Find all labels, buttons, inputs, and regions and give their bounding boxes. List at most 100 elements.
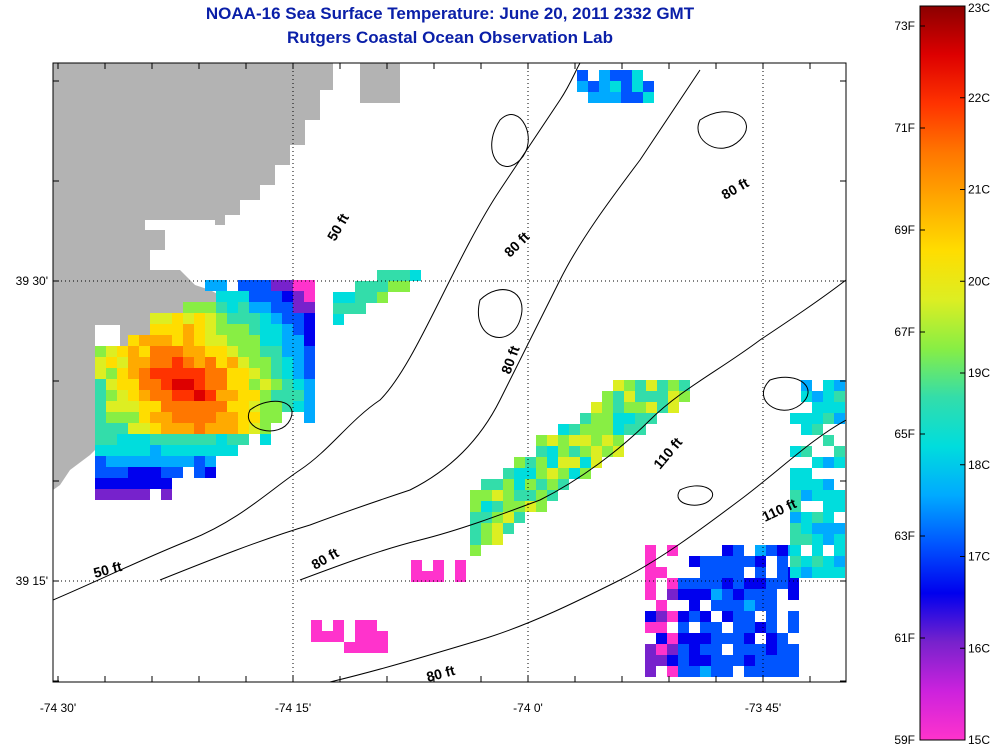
sst-pixel: [624, 424, 635, 435]
sst-pixel: [128, 335, 139, 346]
sst-pixel: [282, 368, 293, 379]
sst-pixel: [834, 501, 845, 512]
sst-pixel: [689, 644, 700, 655]
sst-pixel: [161, 434, 172, 445]
sst-pixel: [801, 468, 812, 479]
sst-pixel: [580, 435, 591, 446]
sst-pixel: [183, 335, 194, 346]
sst-pixel: [106, 478, 117, 489]
sst-pixel: [492, 523, 503, 534]
sst-pixel: [205, 324, 216, 335]
sst-pixel: [161, 489, 172, 500]
sst-pixel: [591, 446, 602, 457]
sst-pixel: [812, 402, 823, 413]
sst-pixel: [834, 556, 845, 567]
sst-pixel: [194, 346, 205, 357]
sst-pixel: [271, 401, 282, 412]
sst-pixel: [95, 368, 106, 379]
sst-pixel: [183, 412, 194, 423]
sst-pixel: [599, 70, 610, 81]
sst-pixel: [377, 270, 388, 281]
sst-pixel: [700, 655, 711, 666]
sst-pixel: [355, 292, 366, 303]
sst-pixel: [183, 357, 194, 368]
sst-pixel: [205, 401, 216, 412]
sst-pixel: [216, 368, 227, 379]
sst-pixel: [790, 567, 801, 578]
sst-pixel: [646, 402, 657, 413]
sst-pixel: [514, 490, 525, 501]
sst-pixel: [161, 368, 172, 379]
sst-pixel: [602, 413, 613, 424]
sst-pixel: [271, 313, 282, 324]
contour-110ft: [299, 279, 846, 581]
colorbar-celsius-label: 19C: [968, 366, 990, 380]
sst-pixel: [678, 644, 689, 655]
sst-pixel: [194, 390, 205, 401]
sst-pixel: [249, 313, 260, 324]
sst-pixel: [788, 578, 799, 589]
sst-pixel: [216, 357, 227, 368]
sst-pixel: [150, 324, 161, 335]
sst-pixel: [304, 401, 315, 412]
sst-pixel: [117, 456, 128, 467]
sst-pixel: [733, 633, 744, 644]
sst-pixel: [304, 357, 315, 368]
sst-pixel: [333, 303, 344, 314]
sst-pixel: [643, 81, 654, 92]
sst-pixel: [580, 413, 591, 424]
sst-pixel: [733, 556, 744, 567]
sst-pixel: [161, 357, 172, 368]
sst-pixel: [271, 390, 282, 401]
sst-pixel: [503, 468, 514, 479]
sst-pixel: [95, 489, 106, 500]
tick-marks: [53, 63, 846, 682]
sst-pixel: [128, 478, 139, 489]
sst-pixel: [733, 611, 744, 622]
sst-pixel: [161, 445, 172, 456]
sst-pixel: [656, 611, 667, 622]
sst-pixel: [536, 468, 547, 479]
sst-pixel: [260, 423, 271, 434]
sst-pixel: [194, 412, 205, 423]
sst-pixel: [106, 357, 117, 368]
sst-pixel: [646, 380, 657, 391]
sst-pixel: [766, 611, 777, 622]
sst-pixel: [183, 434, 194, 445]
contour-deep: [329, 419, 846, 682]
sst-pixel: [95, 401, 106, 412]
sst-pixel: [700, 666, 711, 677]
sst-pixel: [812, 479, 823, 490]
sst-pixel: [823, 457, 834, 468]
map-title: NOAA-16 Sea Surface Temperature: June 20…: [205, 4, 695, 23]
contour-island: [763, 376, 809, 411]
sst-pixel: [194, 302, 205, 313]
sst-pixel: [801, 512, 812, 523]
bathymetry-contours: [53, 63, 846, 682]
sst-pixel: [801, 479, 812, 490]
sst-pixel: [238, 280, 249, 291]
sst-pixel: [227, 335, 238, 346]
sst-pixel: [355, 642, 366, 653]
sst-pixel: [139, 368, 150, 379]
sst-pixel: [238, 434, 249, 445]
sst-pixel: [293, 291, 304, 302]
sst-pixel: [834, 402, 845, 413]
sst-pixel: [834, 391, 845, 402]
sst-pixel: [599, 92, 610, 103]
sst-pixel: [271, 379, 282, 390]
sst-pixel: [205, 302, 216, 313]
sst-pixel: [788, 666, 799, 677]
sst-pixel: [95, 346, 106, 357]
sst-pixel: [183, 368, 194, 379]
sst-pixel: [689, 611, 700, 622]
sst-pixel: [613, 435, 624, 446]
sst-pixel: [700, 567, 711, 578]
sst-pixel: [260, 357, 271, 368]
sst-pixel: [812, 523, 823, 534]
sst-pixel: [656, 644, 667, 655]
sst-pixel: [503, 501, 514, 512]
sst-pixel: [624, 413, 635, 424]
sst-pixel: [536, 457, 547, 468]
sst-pixel: [722, 578, 733, 589]
